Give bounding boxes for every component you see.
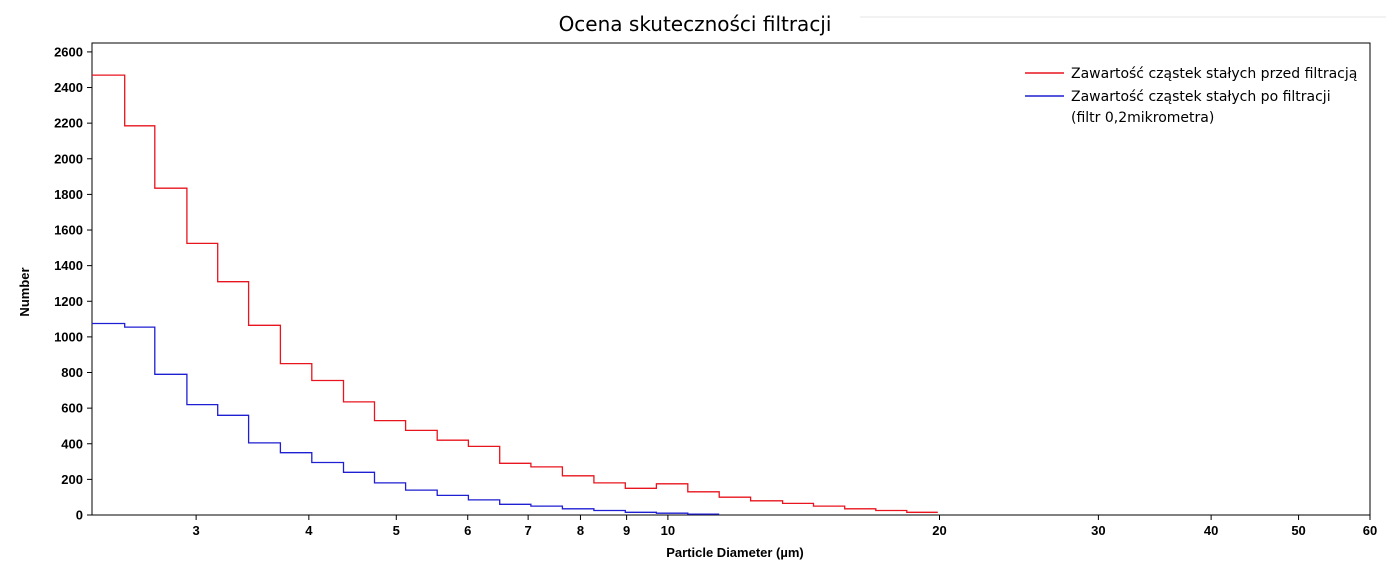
x-tick-label: 30 bbox=[1091, 523, 1105, 538]
y-tick-label: 1600 bbox=[54, 223, 83, 238]
x-tick-label: 9 bbox=[623, 523, 630, 538]
legend-label-before: Zawartość cząstek stałych przed filtracj… bbox=[1071, 66, 1357, 82]
y-tick-label: 2000 bbox=[54, 151, 83, 166]
y-axis: 0 200 400 600 800 1000 1200 1400 1600 1800 2000 220… bbox=[54, 44, 92, 523]
series-before-filtration bbox=[92, 74, 938, 513]
y-tick-label: 200 bbox=[61, 472, 83, 487]
y-tick-label: 400 bbox=[61, 436, 83, 451]
x-tick-label: 10 bbox=[661, 523, 675, 538]
y-tick-label: 2400 bbox=[54, 80, 83, 95]
x-tick-label: 4 bbox=[305, 523, 313, 538]
y-tick-label: 0 bbox=[76, 508, 83, 523]
x-tick-label: 3 bbox=[192, 523, 199, 538]
x-tick-label: 20 bbox=[932, 523, 946, 538]
y-axis-label: Number bbox=[17, 267, 32, 316]
y-tick-label: 1000 bbox=[54, 329, 83, 344]
y-tick-label: 1800 bbox=[54, 187, 83, 202]
x-axis-label: Particle Diameter (µm) bbox=[666, 545, 804, 560]
x-tick-label: 6 bbox=[464, 523, 471, 538]
x-tick-label: 8 bbox=[577, 523, 584, 538]
x-tick-label: 40 bbox=[1204, 523, 1218, 538]
y-tick-label: 1200 bbox=[54, 294, 83, 309]
x-tick-label: 7 bbox=[525, 523, 532, 538]
x-tick-label: 5 bbox=[393, 523, 400, 538]
x-tick-label: 50 bbox=[1291, 523, 1305, 538]
plot-frame bbox=[91, 42, 1371, 516]
y-tick-label: 800 bbox=[61, 365, 83, 380]
legend-label-after-line2: (filtr 0,2mikrometra) bbox=[1071, 110, 1214, 126]
x-tick-label: 60 bbox=[1363, 523, 1377, 538]
y-tick-label: 600 bbox=[61, 401, 83, 416]
series-lines bbox=[92, 74, 938, 515]
y-tick-label: 2200 bbox=[54, 116, 83, 131]
legend-label-after: Zawartość cząstek stałych po filtracji bbox=[1071, 89, 1331, 105]
chart-title: Ocena skuteczności filtracji bbox=[559, 12, 832, 36]
x-axis: 3 4 5 6 7 8 9 10 20 30 40 50 60 bbox=[192, 515, 1377, 538]
y-tick-label: 1400 bbox=[54, 258, 83, 273]
y-tick-label: 2600 bbox=[54, 44, 83, 59]
legend: Zawartość cząstek stałych przed filtracj… bbox=[1025, 66, 1357, 126]
series-after-filtration bbox=[92, 322, 720, 515]
